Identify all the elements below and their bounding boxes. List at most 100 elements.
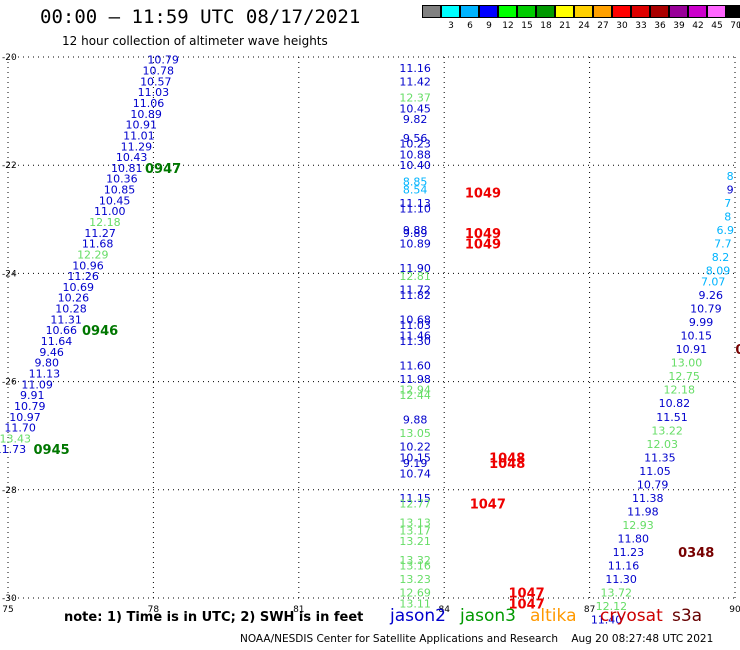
color-swatch-label: 15 [521, 21, 533, 31]
color-swatch-label: 70 [730, 21, 740, 31]
color-swatch [555, 5, 574, 18]
color-swatch-label: 30 [616, 21, 628, 31]
color-swatch [688, 5, 707, 18]
swh-value-label: 11.70 [4, 422, 36, 435]
color-swatch [669, 5, 688, 18]
chart-title: 00:00 – 11:59 UTC 08/17/2021 [40, 6, 361, 28]
color-swatch-label: 18 [540, 21, 552, 31]
swh-value-label: 11.30 [605, 573, 637, 586]
swh-value-label: 12.12 [596, 600, 628, 613]
swh-value-label: 9.99 [689, 316, 714, 329]
color-swatch [460, 5, 479, 18]
swh-value-label: 11.64 [41, 335, 73, 348]
color-swatch [707, 5, 726, 18]
x-tick-label: 78 [148, 605, 160, 615]
swh-value-label: 11.30 [399, 335, 431, 348]
swh-value-label: 10.91 [676, 343, 708, 356]
swh-value-label: 11.13 [29, 367, 61, 380]
swh-value-label: 12.18 [89, 216, 121, 229]
swh-value-label: 10.68 [399, 313, 431, 326]
swh-value-label: 9.88 [403, 224, 428, 237]
swh-value-label: 9.91 [20, 389, 45, 402]
swh-value-label: 10.66 [46, 324, 78, 337]
pass-time-label: 0947 [145, 162, 181, 177]
color-swatch-label: 39 [673, 21, 685, 31]
swh-value-label: 11.13 [399, 197, 431, 210]
swh-value-label: 11.35 [644, 451, 676, 464]
swh-value-label: 10.89 [130, 108, 162, 121]
swh-value-label: 8 [727, 170, 734, 183]
swh-value-label: 13.21 [399, 535, 431, 548]
swh-value-label: 13.16 [399, 560, 431, 573]
swh-value-label: 11.98 [627, 505, 659, 518]
swh-value-label: 10.28 [55, 303, 87, 316]
swh-value-label: 10.89 [399, 238, 431, 251]
swh-value-label: 7.07 [701, 276, 726, 289]
swh-value-label: 12.77 [399, 497, 431, 510]
y-tick-label: -22 [2, 161, 17, 171]
swh-value-label: 10.57 [140, 75, 172, 88]
pass-time-label: 0945 [34, 443, 70, 458]
swh-value-label: 13.23 [399, 573, 431, 586]
swh-value-label: 11.51 [656, 411, 688, 424]
swh-value-label: 11.80 [617, 532, 649, 545]
color-swatch [422, 5, 441, 18]
swh-value-label: 9.56 [403, 132, 428, 145]
swh-value-label: 10.40 [399, 159, 431, 172]
color-swatch [612, 5, 631, 18]
satellite-jason2: jason2 [390, 606, 446, 626]
swh-value-label: 13.72 [601, 587, 633, 600]
color-swatch-label: 9 [486, 21, 492, 31]
color-swatch [574, 5, 593, 18]
swh-value-label: 12.03 [647, 438, 679, 451]
color-swatch-label: 45 [711, 21, 723, 31]
color-swatch-label: 42 [692, 21, 704, 31]
pass-time-label: 1047 [508, 587, 544, 602]
pass-time-label: 1049 [465, 227, 501, 242]
pass-time-label: 1048 [489, 451, 525, 466]
swh-value-label: 9.19 [403, 457, 428, 470]
swh-value-label: 11.27 [84, 227, 116, 240]
swh-value-label: 11.31 [50, 313, 82, 326]
y-tick-label: -28 [2, 486, 17, 496]
swh-value-label: 6.9 [717, 224, 735, 237]
satellite-cryosat: cryosat [600, 606, 663, 626]
swh-value-label: 10.45 [99, 194, 131, 207]
swh-value-label: 11.72 [399, 284, 431, 297]
swh-value-label: 13.05 [399, 427, 431, 440]
swh-value-label: 10.36 [106, 173, 138, 186]
swh-value-label: 13.17 [399, 524, 431, 537]
swh-value-label: 10.85 [104, 184, 136, 197]
swh-value-label: 10.15 [680, 330, 712, 343]
y-tick-label: -20 [2, 53, 17, 63]
swh-value-label: 10.82 [659, 397, 691, 410]
swh-value-label: 11.03 [399, 319, 431, 332]
color-swatch [593, 5, 612, 18]
color-swatch-label: 3 [448, 21, 454, 31]
swh-value-label: 10.96 [72, 259, 104, 272]
color-swatch [517, 5, 536, 18]
swh-value-label: 9.88 [403, 413, 428, 426]
swh-value-label: 11.00 [94, 205, 126, 218]
swh-value-label: 13.43 [0, 432, 31, 445]
swh-value-label: 10.97 [9, 411, 41, 424]
swh-value-label: 9.82 [403, 113, 428, 126]
swh-value-label: 13.32 [399, 554, 431, 567]
swh-value-label: 11.82 [399, 289, 431, 302]
credit-line: NOAA/NESDIS Center for Satellite Applica… [240, 633, 714, 645]
swh-value-label: 9.80 [35, 357, 60, 370]
swh-value-label: 11.06 [133, 97, 165, 110]
color-swatch-label: 21 [559, 21, 571, 31]
swh-value-label: 10.26 [58, 292, 90, 305]
color-swatch-label: 33 [635, 21, 647, 31]
x-tick-label: 87 [584, 605, 595, 615]
color-swatch-label: 24 [578, 21, 590, 31]
swh-value-label: 11.38 [632, 492, 664, 505]
swh-value-label: 12.44 [399, 389, 431, 402]
swh-value-label: 8.54 [403, 184, 428, 197]
swh-value-label: 10.81 [111, 162, 143, 175]
swh-value-label: 13.00 [671, 357, 703, 370]
pass-time-label: 0 [735, 343, 740, 358]
color-swatch-label: 27 [597, 21, 609, 31]
x-tick-label: 90 [729, 605, 740, 615]
